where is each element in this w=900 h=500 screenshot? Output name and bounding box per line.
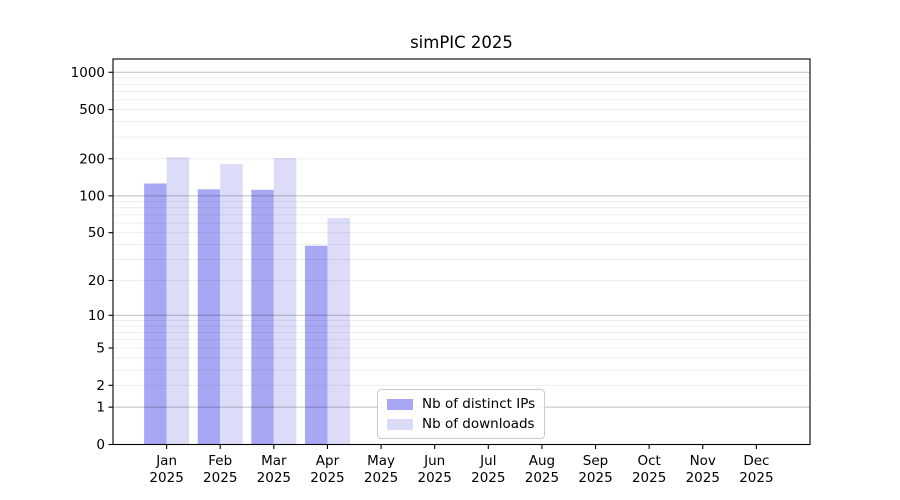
bar-ips-feb — [197, 189, 221, 445]
x-tick-label-year: 2025 — [739, 470, 773, 486]
x-tick-label-year: 2025 — [310, 470, 344, 486]
y-tick-label: 0 — [96, 437, 105, 453]
legend-swatch-distinct-ips — [387, 398, 413, 410]
x-tick-label-year: 2025 — [257, 470, 291, 486]
x-tick-label-year: 2025 — [364, 470, 398, 486]
y-tick-label: 100 — [79, 188, 105, 204]
x-tick-label-month: Feb — [208, 453, 232, 469]
y-tick-label: 50 — [88, 225, 105, 241]
bar-ips-jan — [144, 183, 167, 445]
bar-downloads-jan — [166, 157, 190, 445]
legend-swatch-downloads — [387, 418, 413, 430]
x-tick-label-year: 2025 — [686, 470, 720, 486]
x-tick-label-year: 2025 — [149, 470, 183, 486]
bar-downloads-feb — [220, 164, 243, 445]
y-tick-label: 20 — [88, 273, 105, 289]
legend-entry-downloads: Nb of downloads — [387, 414, 535, 434]
x-tick-label-month: Aug — [529, 453, 555, 469]
x-tick-label-month: Jun — [423, 453, 445, 469]
bar-ips-apr — [304, 245, 328, 445]
x-tick-label-month: Apr — [316, 453, 340, 469]
x-tick-label-month: Sep — [583, 453, 608, 469]
x-tick-label-month: May — [367, 453, 395, 469]
chart-title: simPIC 2025 — [410, 33, 513, 52]
x-tick-label-month: Oct — [637, 453, 660, 469]
x-tick-label-year: 2025 — [471, 470, 505, 486]
legend-label-downloads: Nb of downloads — [422, 416, 535, 432]
x-tick-label-year: 2025 — [578, 470, 612, 486]
x-tick-label-month: Jan — [155, 453, 177, 469]
bar-ips-mar — [251, 189, 274, 445]
y-tick-label: 1 — [96, 400, 105, 416]
y-tick-label: 1000 — [71, 65, 105, 81]
y-tick-label: 5 — [96, 340, 105, 356]
gridlines-group — [113, 71, 810, 408]
x-tick-label-month: Dec — [743, 453, 769, 469]
x-tick-label-month: Mar — [261, 453, 287, 469]
y-tick-label: 500 — [79, 102, 105, 118]
x-tick-label-month: Jul — [479, 453, 496, 469]
axes-spines — [112, 58, 811, 446]
x-tick-label-year: 2025 — [203, 470, 237, 486]
legend: Nb of distinct IPs Nb of downloads — [377, 389, 545, 439]
y-tick-label: 200 — [79, 151, 105, 167]
x-tick-label-year: 2025 — [418, 470, 452, 486]
x-axis: Jan2025Feb2025Mar2025Apr2025May2025Jun20… — [149, 444, 774, 486]
bar-downloads-mar — [273, 157, 297, 445]
y-tick-label: 2 — [96, 378, 105, 394]
y-tick-label: 10 — [88, 308, 105, 324]
y-axis: 0 1 2 5 10 20 50 100 200 500 1000 — [71, 65, 113, 453]
x-tick-label-year: 2025 — [525, 470, 559, 486]
x-tick-label-month: Nov — [690, 453, 716, 469]
x-tick-label-year: 2025 — [632, 470, 666, 486]
bars-group — [144, 157, 350, 445]
legend-label-distinct-ips: Nb of distinct IPs — [422, 396, 536, 412]
bar-downloads-apr — [327, 217, 350, 445]
legend-entry-distinct-ips: Nb of distinct IPs — [387, 394, 535, 414]
